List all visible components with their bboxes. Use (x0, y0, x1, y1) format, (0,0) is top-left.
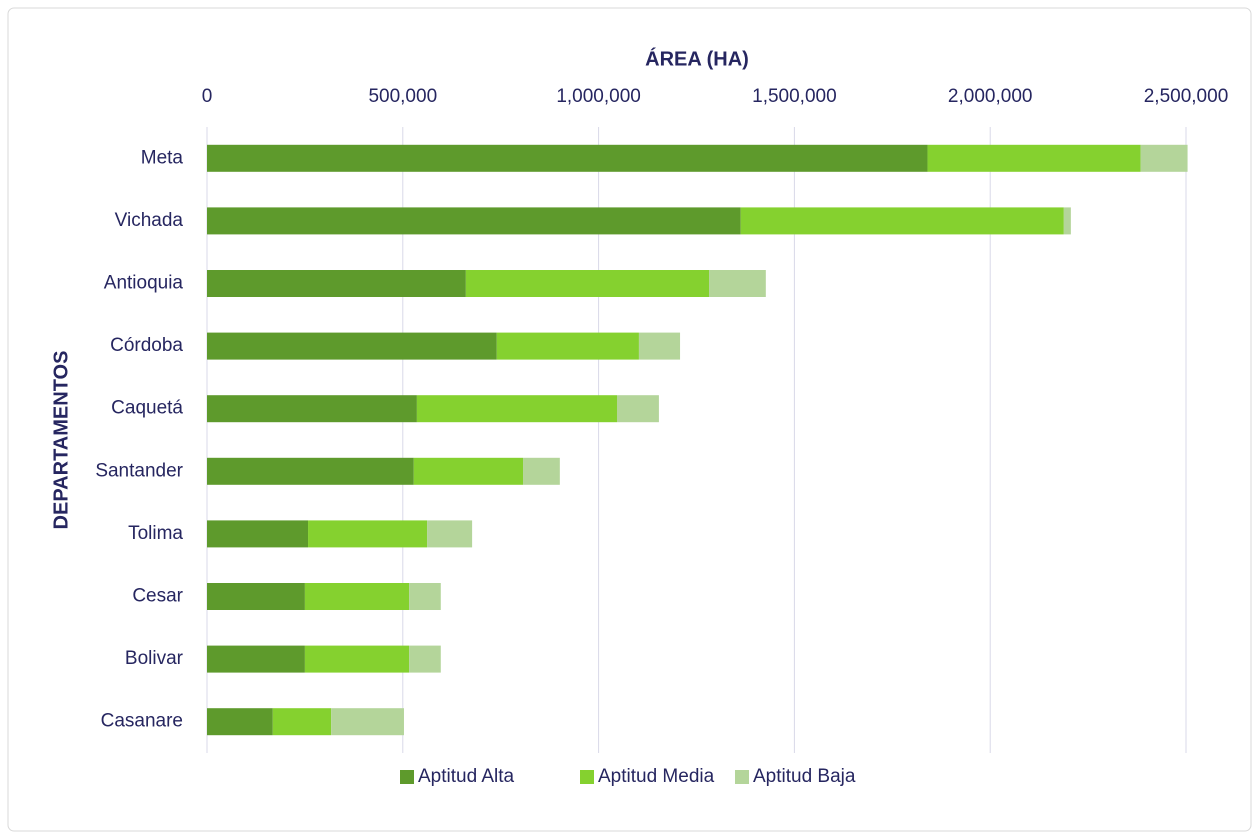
x-tick-label: 2,000,000 (948, 86, 1033, 107)
y-tick-label: Antioquia (104, 273, 184, 294)
bar-segment (638, 332, 681, 360)
y-tick-label: Tolima (128, 523, 183, 544)
bar-segment (207, 144, 928, 172)
legend-label: Aptitud Baja (753, 766, 856, 787)
bar-segment (207, 395, 417, 423)
y-axis-title: DEPARTAMENTOS (50, 351, 72, 530)
bar-segment (413, 457, 524, 485)
bar-segment (709, 270, 766, 297)
x-tick-label: 1,000,000 (556, 86, 641, 107)
bar-segment (617, 395, 659, 423)
x-tick-label: 500,000 (368, 86, 437, 107)
bar-segment (740, 207, 1064, 235)
bar-segment (1140, 144, 1188, 172)
x-tick-label: 0 (202, 86, 213, 107)
y-tick-label: Caquetá (111, 398, 183, 419)
bar-segment (207, 520, 309, 548)
bar-segment (207, 708, 273, 736)
bar-segment (207, 645, 305, 673)
y-tick-label: Cesar (132, 586, 183, 607)
x-tick-label: 2,500,000 (1144, 86, 1229, 107)
bar-segment (927, 144, 1141, 172)
legend-swatch (735, 770, 749, 784)
y-tick-label: Meta (141, 147, 184, 168)
y-tick-label: Bolivar (125, 648, 184, 669)
bar-segment (207, 270, 466, 297)
y-tick-label: Santander (95, 460, 183, 481)
bar-segment (427, 520, 473, 548)
bar-segment (523, 457, 560, 485)
bar-segment (304, 583, 410, 610)
bar-segment (1063, 207, 1071, 235)
y-tick-label: Casanare (101, 711, 183, 732)
x-axis-title: ÁREA (HA) (645, 47, 749, 70)
bar-segment (207, 457, 414, 485)
legend-swatch (400, 770, 414, 784)
bar-segment (409, 583, 441, 610)
bar-segment (207, 207, 741, 235)
legend-swatch (580, 770, 594, 784)
bar-segment (465, 270, 710, 297)
y-tick-label: Vichada (115, 210, 184, 231)
bar-segment (207, 332, 497, 360)
bar-segment (308, 520, 428, 548)
bar-segment (409, 645, 441, 673)
bar-segment (416, 395, 618, 423)
x-tick-label: 1,500,000 (752, 86, 837, 107)
legend-label: Aptitud Media (598, 766, 715, 787)
y-tick-label: Córdoba (110, 335, 183, 356)
bar-segment (304, 645, 410, 673)
bar-segment (272, 708, 332, 736)
legend-label: Aptitud Alta (418, 766, 515, 787)
bar-segment (207, 583, 305, 610)
bar-segment (496, 332, 639, 360)
bar-segment (331, 708, 404, 736)
